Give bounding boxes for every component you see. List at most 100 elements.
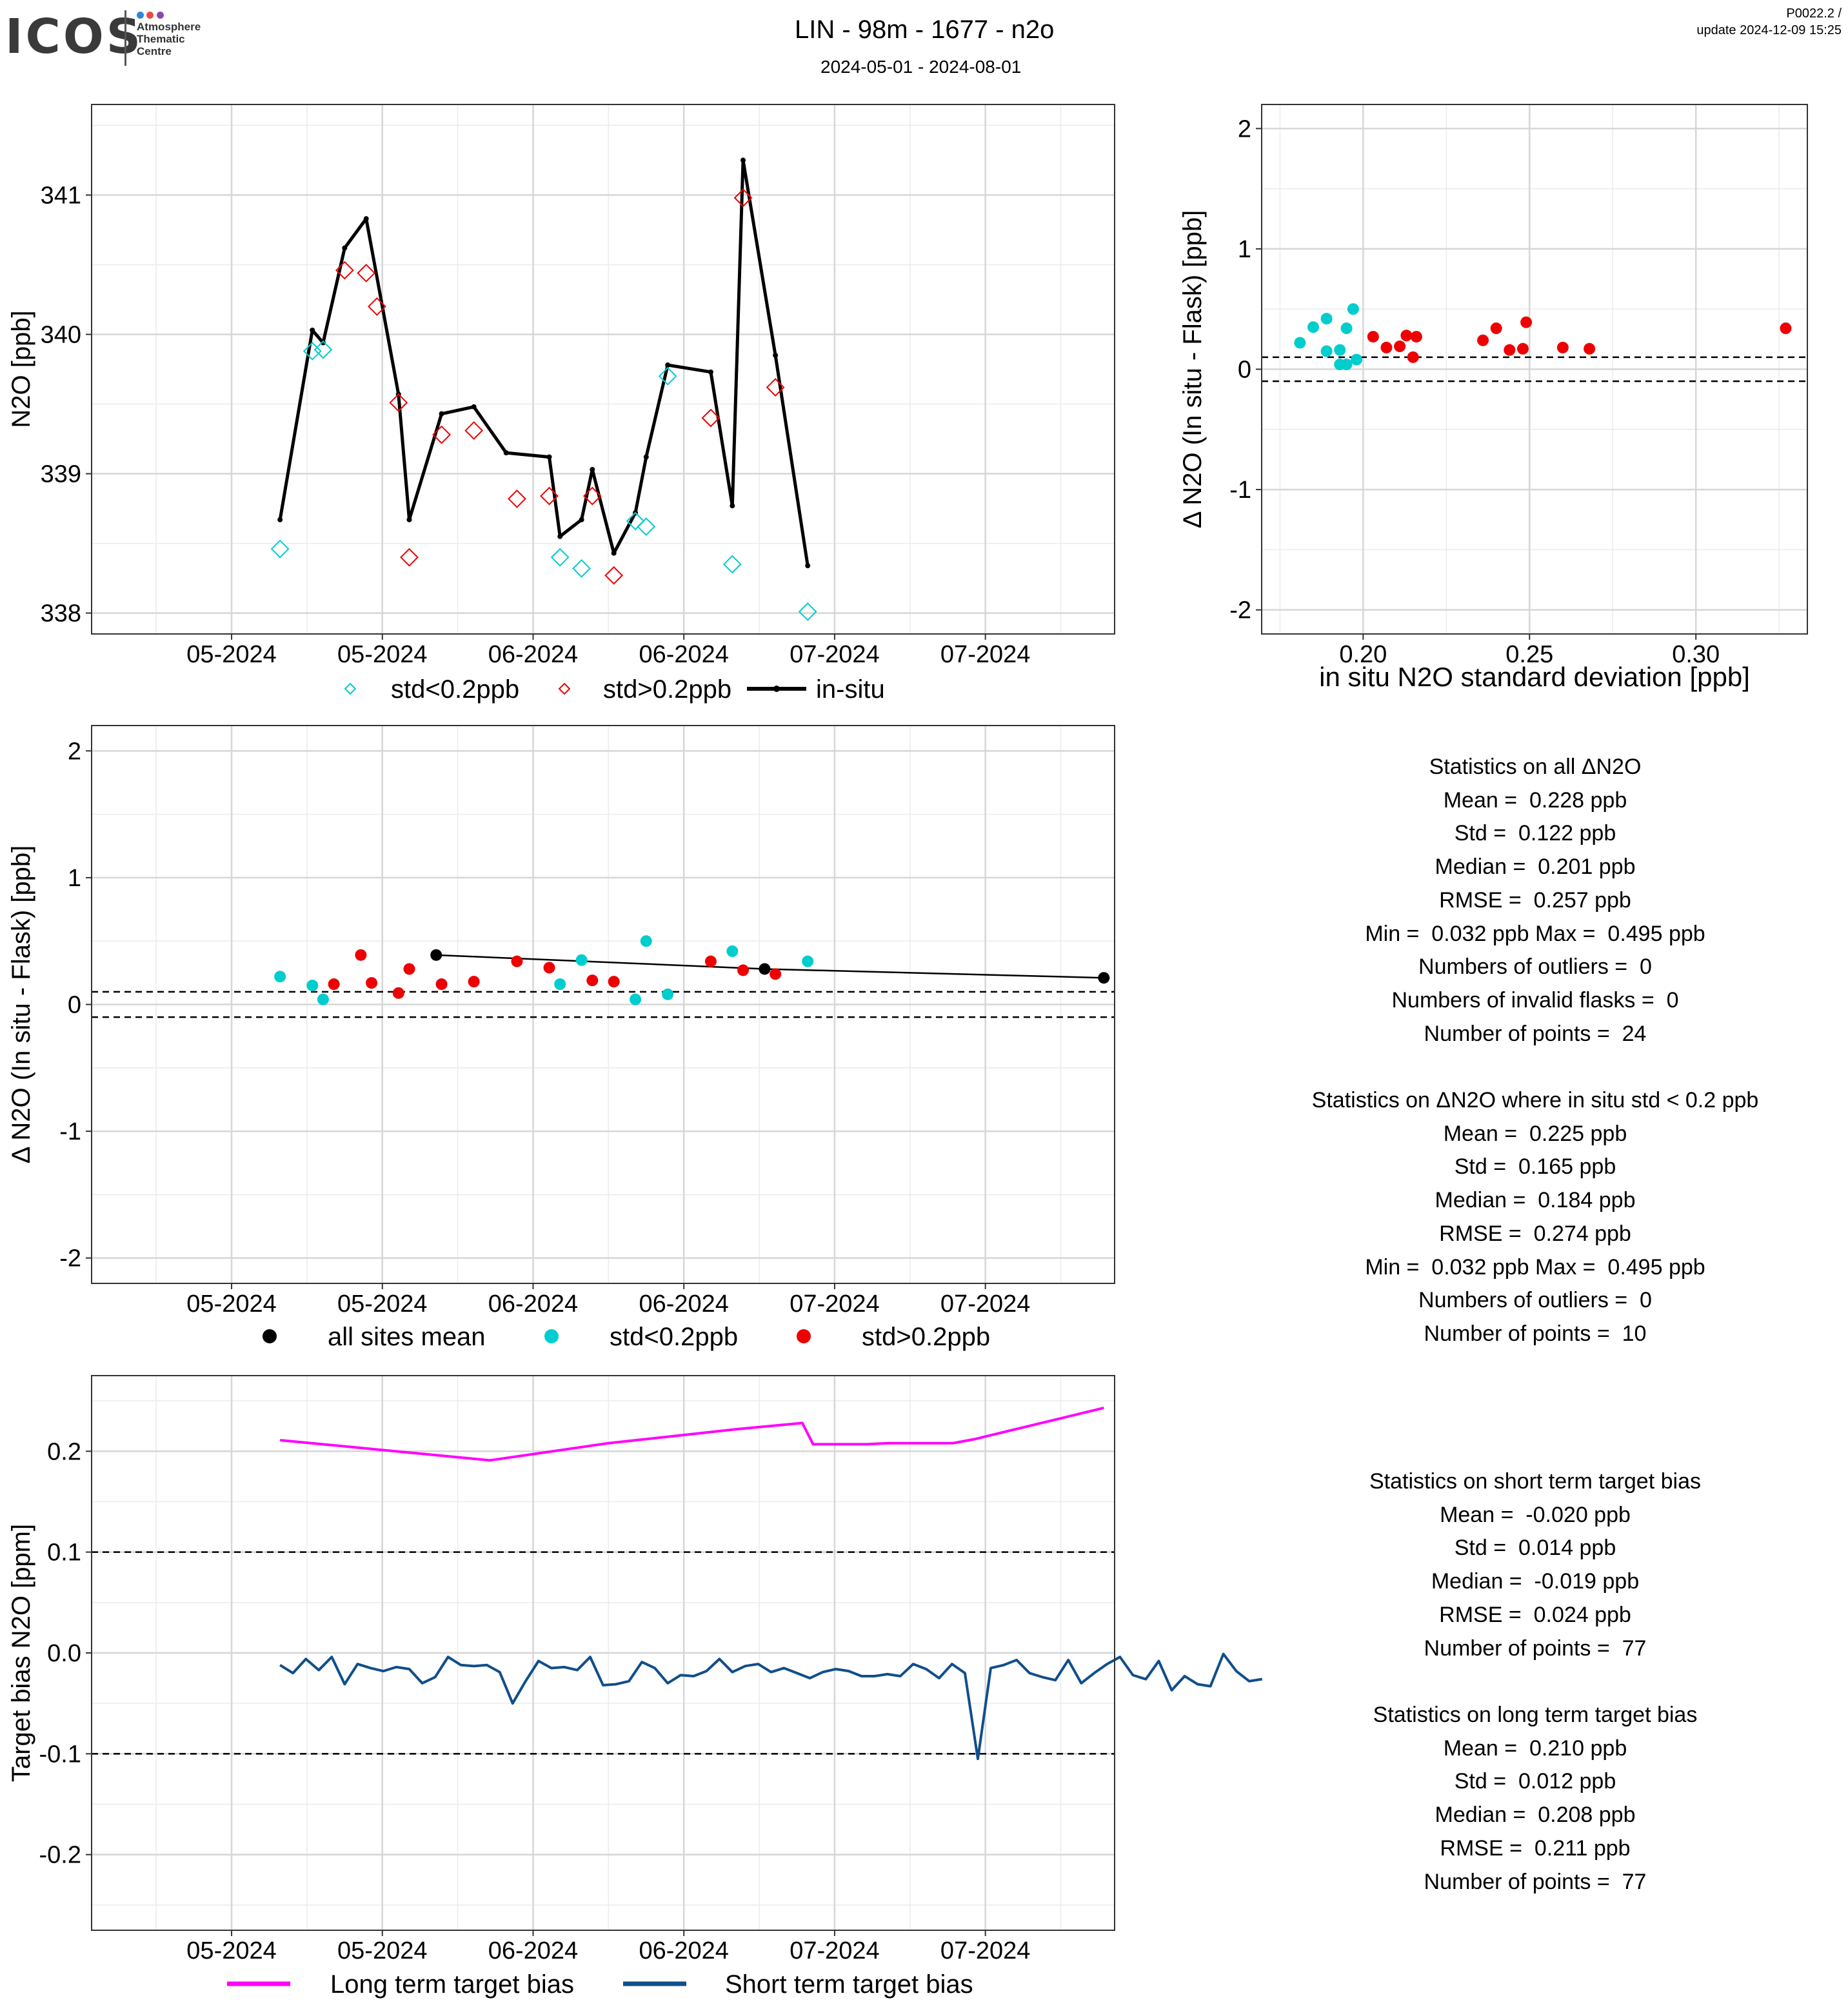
stats-line: RMSE = 0.024 ppb [1439,1602,1631,1627]
insitu-point [579,517,584,522]
insitu-point [643,454,649,460]
y-tick-label: 340 [41,321,81,348]
high-std-point [335,261,354,280]
y-tick-label: -1 [59,1118,81,1145]
y-tick-label: 338 [41,600,81,628]
x-axis-label: in situ N2O standard deviation [ppb] [1319,662,1750,692]
stats-title: Statistics on all ΔN2O [1429,755,1642,779]
long-term-bias-line [279,1407,1104,1462]
stats-line: Mean = -0.020 ppb [1440,1502,1631,1527]
x-tick-label: 05-2024 [186,641,276,668]
stats-line: RMSE = 0.211 ppb [1440,1835,1631,1861]
logo-dot-blue [137,12,144,19]
y-tick-label: 2 [68,738,81,765]
stats-line: RMSE = 0.257 ppb [1439,887,1631,913]
logo-divider [124,10,126,66]
stats-line: Std = 0.122 ppb [1454,821,1616,846]
low-std-point [640,935,652,947]
x-tick-label: 07-2024 [940,1937,1030,1964]
low-std-point [550,548,570,567]
logo-text: ICOS [5,9,144,64]
legend-low-std-key [544,1329,559,1343]
high-std-point [1380,341,1393,353]
x-tick-label: 06-2024 [639,1290,728,1318]
y-tick-label: 1 [68,865,81,892]
y-tick-label: 339 [41,461,81,488]
y-tick-label: 1 [1238,236,1251,263]
high-std-point [770,968,782,980]
corner-update: update 2024-12-09 15:25 [1696,23,1842,37]
high-std-point [1584,342,1596,355]
stats-line: Number of points = 10 [1424,1321,1647,1346]
insitu-point [503,450,509,456]
insitu-point [277,517,283,522]
logo-sub-line: Thematic [137,33,185,45]
low-std-point [306,980,319,992]
legend-mean-label: all sites mean [328,1323,486,1351]
x-tick-label: 05-2024 [337,641,427,668]
y-tick-label: -0.2 [39,1842,81,1869]
high-std-point [701,408,720,428]
x-tick-label: 07-2024 [790,1290,879,1318]
insitu-point [471,404,477,410]
low-std-point [313,340,333,359]
high-std-point [366,977,378,989]
panel-border [1261,104,1808,635]
low-std-point [1320,313,1333,325]
stats-title: Statistics on ΔN2O where in situ std < 0… [1311,1088,1759,1112]
low-std-point [662,988,674,1000]
stats-line: Number of points = 77 [1424,1636,1647,1661]
page-subtitle: 2024-05-01 - 2024-08-01 [820,57,1022,77]
stats-title: Statistics on long term target bias [1373,1703,1698,1727]
stats-line: Numbers of outliers = 0 [1418,1288,1652,1313]
panel-border [91,1375,1115,1931]
y-tick-label: 341 [41,182,81,209]
high-std-point [328,978,340,991]
high-std-point [367,297,386,316]
low-std-point [1320,345,1333,357]
x-tick-label: 07-2024 [790,1937,879,1964]
stats-all: Statistics on all ΔN2O Mean = 0.228 ppb … [1245,751,1825,1051]
y-axis-label: N2O [ppb] [7,310,35,428]
high-std-point [1780,322,1792,335]
high-std-point [540,486,559,506]
legend-insitu-dot [773,686,780,692]
high-std-point [468,976,480,988]
legend-long-term-label: Long term target bias [330,1970,574,1999]
x-tick-label: 07-2024 [790,641,879,668]
low-std-point [802,955,814,967]
stats-line: Mean = 0.228 ppb [1443,787,1627,813]
x-tick-label: 06-2024 [639,641,728,668]
low-std-point [1307,321,1319,333]
legend-insitu-label: in-situ [816,675,885,704]
high-std-point [704,955,717,967]
high-std-point [1477,334,1489,346]
stats-low-std: Statistics on ΔN2O where in situ std < 0… [1245,1084,1825,1351]
y-tick-label: 0.1 [47,1539,81,1567]
low-std-point [658,366,677,386]
logo-subtitle: Atmosphere Thematic Centre [137,21,201,57]
corner-version: P0022.2 / [1786,6,1842,21]
x-tick-label: 05-2024 [186,1937,276,1964]
x-tick-label: 07-2024 [940,1290,1030,1318]
x-tick-label: 06-2024 [488,1290,578,1318]
high-std-point [543,962,555,974]
low-std-point [317,993,329,1005]
panel-border [91,104,1115,635]
high-std-point [435,978,448,991]
stats-title: Statistics on short term target bias [1369,1469,1701,1494]
stats-line: RMSE = 0.274 ppb [1439,1221,1631,1246]
page-title: LIN - 98m - 1677 - n2o [795,15,1055,44]
high-std-point [511,955,523,967]
low-std-point [270,539,290,559]
low-std-point [1347,303,1359,315]
low-std-point [575,954,588,966]
y-tick-label: -2 [1229,597,1251,624]
x-tick-label: 06-2024 [488,1937,578,1964]
low-std-point [798,602,817,621]
legend-high-std-label: std>0.2ppb [603,675,731,704]
insitu-point [708,369,713,375]
stats-line: Std = 0.014 ppb [1454,1536,1616,1561]
low-std-point [1340,359,1353,371]
stats-short-term: Statistics on short term target bias Mea… [1245,1465,1825,1665]
